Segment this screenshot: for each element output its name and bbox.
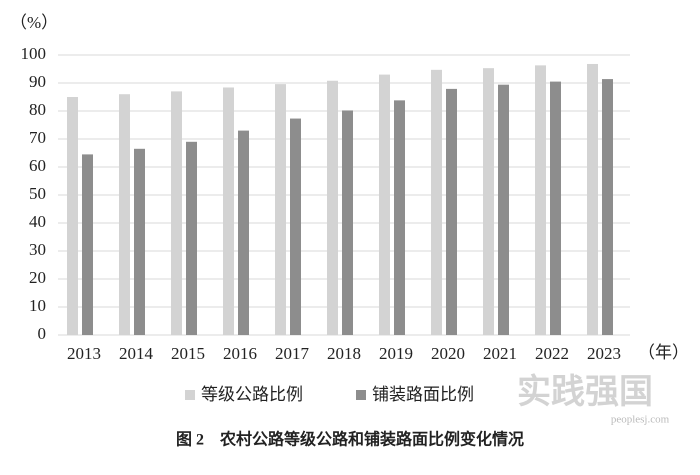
y-tick-label: 50 [29,184,46,203]
y-tick-label: 60 [29,156,46,175]
x-tick-label: 2014 [119,344,154,363]
bar [327,80,338,335]
y-tick-label: 30 [29,240,46,259]
y-tick-label: 20 [29,268,46,287]
legend-label: 铺装路面比例 [372,385,474,404]
bar [602,79,613,335]
bar [431,69,442,335]
x-axis-label: （年） [638,343,689,362]
bar [498,84,509,336]
bar [587,63,598,336]
watermark: 实践强国 [517,373,653,411]
bar [67,97,78,335]
x-tick-label: 2017 [275,344,310,363]
caption: 图 2 农村公路等级公路和铺装路面比例变化情况 [176,430,524,449]
bar [186,141,197,335]
bar [535,65,546,336]
y-axis-label: （%） [10,13,58,32]
legend-label: 等级公路比例 [201,385,303,404]
x-tick-label: 2016 [223,344,257,363]
x-tick-label: 2021 [483,344,517,363]
legend-swatch [356,390,366,400]
bar [134,148,145,335]
x-tick-label: 2023 [587,344,621,363]
bar [483,68,494,335]
bar [238,130,249,335]
x-tick-label: 2022 [535,344,569,363]
x-tick-label: 2019 [379,344,413,363]
bar [275,84,286,336]
bar [82,154,93,335]
x-tick-label: 2015 [171,344,205,363]
bar [379,74,390,335]
watermark-url: peoplesj.com [611,414,670,426]
x-tick-label: 2020 [431,344,465,363]
x-tick-label: 2013 [67,344,101,363]
bar [119,94,130,335]
x-tick-label: 2018 [327,344,361,363]
y-tick-label: 70 [29,128,46,147]
bar [223,87,234,335]
bar [290,118,301,335]
bar [446,88,457,335]
bar [171,91,182,336]
y-tick-label: 80 [29,100,46,119]
y-tick-label: 100 [21,44,47,63]
bar [550,81,561,335]
legend-swatch [185,390,195,400]
y-tick-label: 10 [29,296,46,315]
bar [394,100,405,335]
y-tick-label: 0 [38,324,47,343]
y-tick-label: 40 [29,212,46,231]
bar [342,110,353,335]
y-tick-label: 90 [29,72,46,91]
